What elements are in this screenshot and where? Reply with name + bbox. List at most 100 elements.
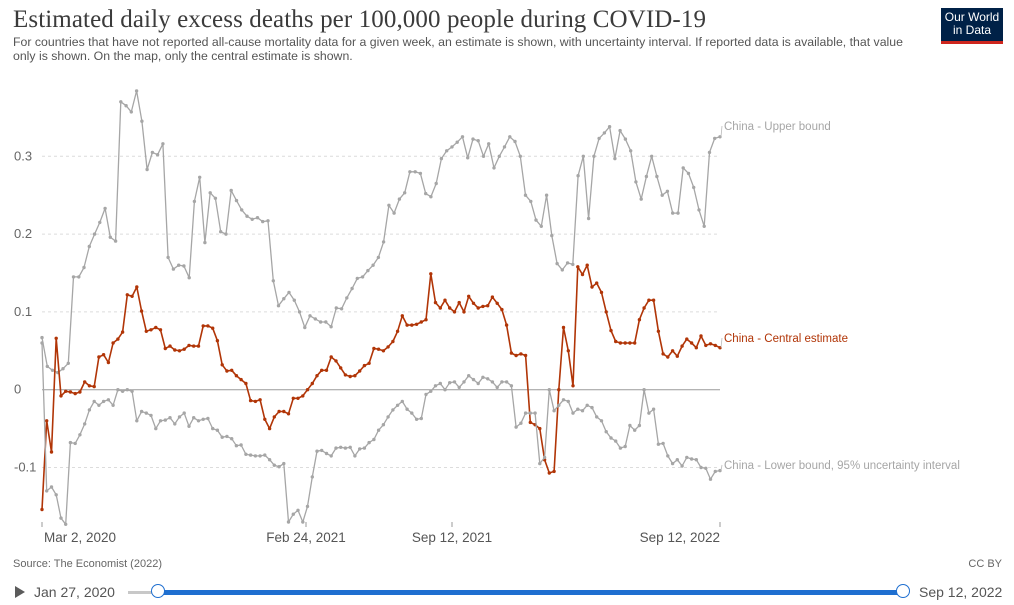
data-point[interactable] — [177, 263, 181, 267]
data-point[interactable] — [675, 354, 679, 358]
data-point[interactable] — [618, 446, 623, 450]
data-point[interactable] — [239, 377, 243, 382]
data-point[interactable] — [381, 349, 386, 353]
data-point[interactable] — [166, 255, 170, 260]
data-point[interactable] — [54, 493, 58, 497]
data-point[interactable] — [182, 411, 186, 415]
data-point[interactable] — [45, 489, 49, 493]
data-point[interactable] — [629, 149, 633, 153]
data-point[interactable] — [140, 119, 144, 123]
data-point[interactable] — [296, 396, 300, 400]
data-point[interactable] — [618, 128, 622, 133]
data-point[interactable] — [604, 430, 608, 434]
data-point[interactable] — [599, 290, 604, 295]
data-point[interactable] — [571, 411, 575, 415]
data-point[interactable] — [144, 411, 148, 415]
data-point[interactable] — [670, 461, 675, 466]
data-point[interactable] — [253, 454, 258, 458]
data-point[interactable] — [633, 341, 637, 345]
data-point[interactable] — [315, 449, 319, 453]
data-point[interactable] — [519, 421, 523, 425]
data-point[interactable] — [45, 364, 49, 369]
data-point[interactable] — [476, 381, 480, 386]
data-point[interactable] — [329, 325, 333, 329]
data-point[interactable] — [680, 464, 684, 468]
data-point[interactable] — [192, 416, 196, 420]
data-point[interactable] — [73, 441, 77, 446]
data-point[interactable] — [476, 306, 480, 310]
data-point[interactable] — [580, 272, 585, 277]
data-point[interactable] — [708, 342, 713, 346]
data-point[interactable] — [481, 304, 485, 309]
data-point[interactable] — [504, 380, 509, 384]
data-point[interactable] — [557, 388, 561, 392]
data-point[interactable] — [92, 232, 97, 236]
data-point[interactable] — [433, 384, 438, 388]
data-point[interactable] — [381, 423, 386, 427]
data-point[interactable] — [429, 389, 433, 393]
data-point[interactable] — [245, 214, 249, 218]
data-point[interactable] — [310, 475, 314, 479]
data-point[interactable] — [585, 263, 589, 267]
data-point[interactable] — [642, 306, 646, 310]
data-point[interactable] — [291, 396, 295, 400]
data-point[interactable] — [400, 314, 404, 318]
data-point[interactable] — [192, 344, 196, 348]
data-point[interactable] — [371, 263, 375, 267]
data-point[interactable] — [680, 344, 684, 348]
data-point[interactable] — [276, 304, 281, 308]
data-point[interactable] — [111, 403, 115, 407]
data-point[interactable] — [623, 444, 627, 449]
data-point[interactable] — [40, 507, 44, 512]
data-point[interactable] — [661, 441, 665, 446]
data-point[interactable] — [670, 349, 675, 353]
data-point[interactable] — [452, 310, 457, 314]
data-point[interactable] — [78, 433, 82, 437]
data-point[interactable] — [513, 139, 517, 144]
data-point[interactable] — [320, 448, 324, 453]
data-point[interactable] — [267, 458, 272, 462]
data-point[interactable] — [234, 374, 239, 378]
data-point[interactable] — [111, 341, 115, 345]
data-point[interactable] — [486, 304, 490, 308]
data-point[interactable] — [460, 135, 465, 139]
data-point[interactable] — [504, 323, 509, 327]
data-point[interactable] — [255, 216, 260, 220]
data-point[interactable] — [565, 261, 570, 265]
data-point[interactable] — [271, 279, 275, 283]
timeline-slider[interactable]: Jan 27, 2020 Sep 12, 2022 — [0, 578, 1014, 605]
data-point[interactable] — [248, 398, 253, 403]
data-point[interactable] — [557, 403, 561, 407]
data-point[interactable] — [120, 330, 125, 334]
data-point[interactable] — [149, 328, 153, 332]
data-point[interactable] — [509, 351, 514, 355]
data-point[interactable] — [187, 343, 191, 348]
data-point[interactable] — [116, 388, 120, 392]
data-point[interactable] — [40, 341, 44, 345]
data-point[interactable] — [318, 320, 323, 324]
data-point[interactable] — [544, 193, 549, 197]
data-point[interactable] — [387, 203, 391, 207]
series-line[interactable] — [41, 90, 721, 374]
data-point[interactable] — [220, 363, 224, 367]
data-point[interactable] — [434, 181, 438, 186]
data-point[interactable] — [286, 412, 291, 416]
data-point[interactable] — [666, 355, 670, 359]
data-point[interactable] — [301, 394, 305, 398]
data-point[interactable] — [150, 150, 155, 155]
data-point[interactable] — [253, 399, 258, 404]
data-point[interactable] — [523, 411, 528, 415]
data-point[interactable] — [244, 452, 248, 456]
data-point[interactable] — [353, 374, 357, 378]
data-point[interactable] — [655, 174, 659, 179]
data-point[interactable] — [87, 384, 92, 388]
data-point[interactable] — [702, 224, 706, 228]
data-point[interactable] — [101, 353, 106, 357]
data-point[interactable] — [339, 366, 343, 370]
data-point[interactable] — [208, 191, 212, 195]
series-end-label[interactable]: China - Lower bound, 95% uncertainty int… — [724, 460, 960, 472]
data-point[interactable] — [552, 409, 556, 413]
data-point[interactable] — [225, 434, 229, 439]
data-point[interactable] — [339, 445, 343, 449]
data-point[interactable] — [599, 419, 604, 423]
